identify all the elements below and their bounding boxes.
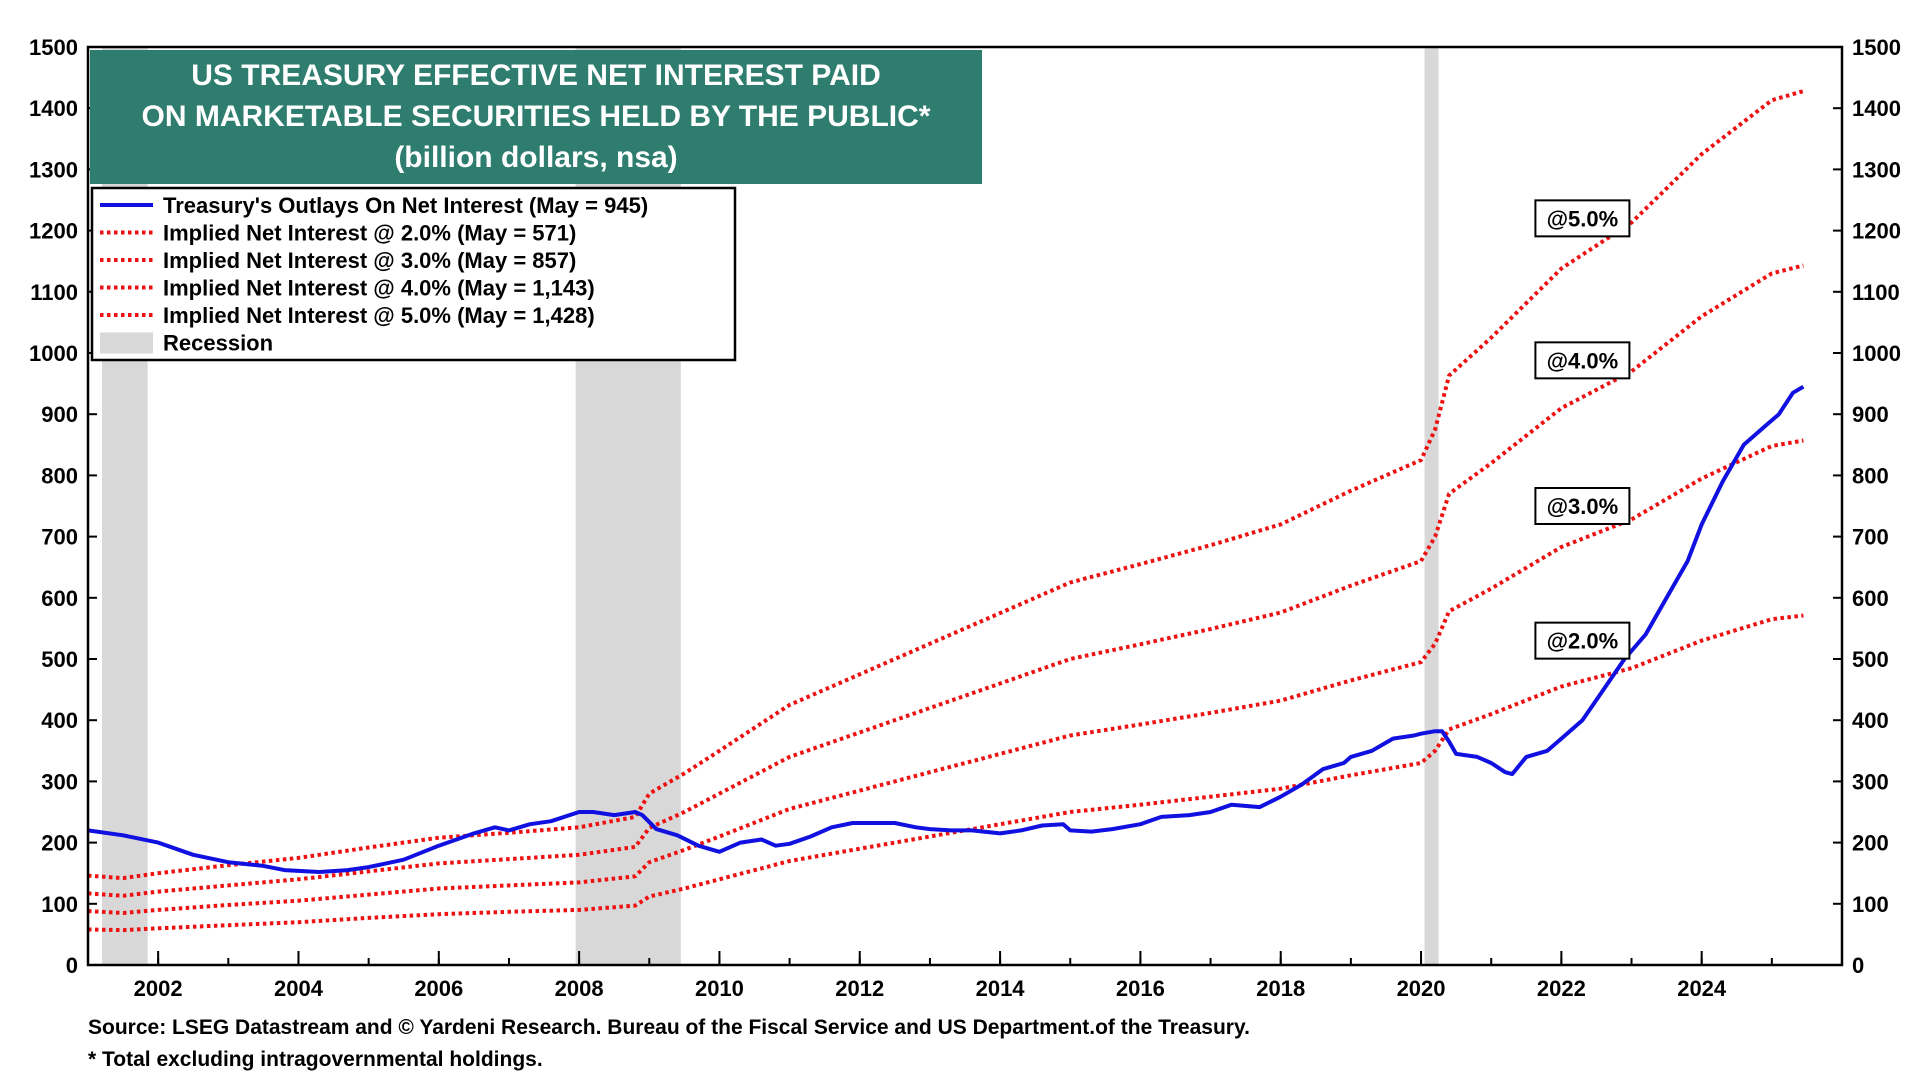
annotation-box-1 <box>1534 341 1631 380</box>
chart-title: US TREASURY EFFECTIVE NET INTEREST PAID O… <box>90 50 982 184</box>
recession-band-1 <box>575 47 681 965</box>
x-tick-label: 2012 <box>835 976 884 1000</box>
y-tick-label-right: 1500 <box>1852 35 1901 60</box>
y-tick-label-left: 1200 <box>29 219 78 244</box>
annotation-box-0 <box>1534 199 1631 238</box>
y-tick-label-right: 400 <box>1852 708 1889 733</box>
recession-bands <box>102 47 1439 965</box>
y-tick-label-left: 1400 <box>29 96 78 121</box>
y-tick-label-right: 1400 <box>1852 96 1901 121</box>
y-tick-label-left: 300 <box>41 769 78 794</box>
annotation-box-2 <box>1534 487 1631 525</box>
series-implied-line-3 <box>87 89 1804 881</box>
y-tick-label-right: 200 <box>1852 831 1889 856</box>
series-implied-line-1 <box>87 438 1804 915</box>
y-tick-label-left: 1100 <box>30 280 78 305</box>
y-tick-label-left: 1000 <box>29 341 78 366</box>
y-tick-label-left: 900 <box>41 402 78 427</box>
series-implied-line-0 <box>87 613 1804 933</box>
x-tick-label: 2014 <box>976 976 1026 1000</box>
x-tick-label: 2002 <box>134 976 183 1000</box>
annotation-label-2: @3.0% <box>1547 494 1619 519</box>
y-tick-label-left: 400 <box>41 708 78 733</box>
x-tick-label: 2022 <box>1537 976 1586 1000</box>
legend-label-3: Implied Net Interest @ 4.0% (May = 1,143… <box>163 276 595 301</box>
y-tick-label-right: 600 <box>1852 586 1889 611</box>
footnote: * Total excluding intragovernmental hold… <box>88 1048 543 1071</box>
source-note: Source: LSEG Datastream and © Yardeni Re… <box>88 1016 1250 1039</box>
legend: Treasury's Outlays On Net Interest (May … <box>90 186 737 362</box>
recession-band-2 <box>1424 47 1439 965</box>
y-tick-label-right: 1100 <box>1852 280 1900 305</box>
y-tick-label-right: 500 <box>1852 647 1889 672</box>
y-tick-label-left: 700 <box>41 525 78 550</box>
legend-label-1: Implied Net Interest @ 2.0% (May = 571) <box>163 221 576 246</box>
y-tick-label-right: 1000 <box>1852 341 1901 366</box>
y-tick-label-left: 1500 <box>29 35 78 60</box>
x-tick-label: 2010 <box>695 976 744 1000</box>
x-tick-label: 2016 <box>1116 976 1165 1000</box>
y-tick-label-left: 800 <box>41 463 78 488</box>
legend-swatch-recession <box>100 332 153 354</box>
series-implied-line-2 <box>87 263 1804 898</box>
y-tick-label-right: 800 <box>1852 463 1889 488</box>
title-line-2: (billion dollars, nsa) <box>394 141 677 174</box>
y-tick-label-right: 300 <box>1852 769 1889 794</box>
chart: 0 0 100 100 200 200 300 300 400 400 500 500 600 600 70… <box>29 35 1901 1000</box>
y-tick-label-left: 100 <box>41 892 78 917</box>
legend-label-2: Implied Net Interest @ 3.0% (May = 857) <box>163 248 576 273</box>
legend-label-4: Implied Net Interest @ 5.0% (May = 1,428… <box>163 303 595 328</box>
title-box <box>90 50 982 184</box>
legend-label-5: Recession <box>163 331 273 356</box>
y-tick-label-right: 900 <box>1852 402 1889 427</box>
annotations: @5.0% @4.0% @3.0% @2.0% <box>1534 199 1631 660</box>
y-tick-label-right: 700 <box>1852 525 1889 550</box>
y-tick-label-right: 1300 <box>1852 157 1901 182</box>
y-tick-label-right: 0 <box>1852 953 1864 978</box>
annotation-label-1: @4.0% <box>1547 348 1619 373</box>
x-tick-label: 2018 <box>1256 976 1305 1000</box>
x-tick-label: 2024 <box>1677 976 1727 1000</box>
y-tick-label-right: 1200 <box>1852 219 1901 244</box>
x-tick-label: 2008 <box>555 976 604 1000</box>
y-tick-label-left: 0 <box>66 953 78 978</box>
y-tick-label-left: 1300 <box>29 157 78 182</box>
legend-label-0: Treasury's Outlays On Net Interest (May … <box>163 193 648 218</box>
x-tick-label: 2020 <box>1397 976 1446 1000</box>
annotation-box-3 <box>1534 621 1631 660</box>
x-tick-label: 2006 <box>414 976 463 1000</box>
series-outlays-line <box>87 384 1805 874</box>
recession-band-0 <box>102 47 148 965</box>
series-lines <box>87 89 1805 933</box>
y-tick-label-left: 200 <box>41 831 78 856</box>
title-line-0: US TREASURY EFFECTIVE NET INTEREST PAID <box>191 59 881 92</box>
plot-frame <box>86 45 1844 967</box>
annotation-label-0: @5.0% <box>1547 206 1619 231</box>
title-line-1: ON MARKETABLE SECURITIES HELD BY THE PUB… <box>142 100 931 133</box>
y-tick-label-left: 600 <box>41 586 78 611</box>
x-tick-label: 2004 <box>274 976 324 1000</box>
y-tick-label-right: 100 <box>1852 892 1889 917</box>
y-tick-label-left: 500 <box>41 647 78 672</box>
annotation-label-3: @2.0% <box>1547 629 1619 654</box>
axes: 0 0 100 100 200 200 300 300 400 400 500 500 600 600 70… <box>29 35 1901 1000</box>
legend-box <box>90 186 737 362</box>
